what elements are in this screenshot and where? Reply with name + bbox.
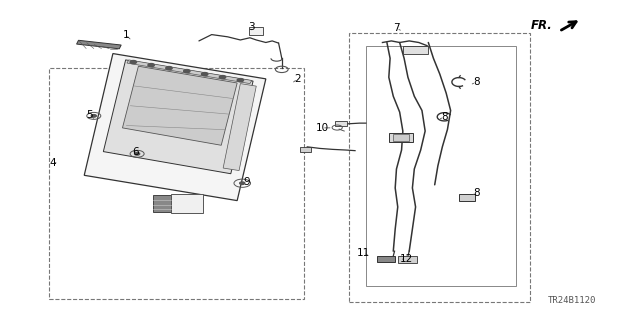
Bar <box>49 68 304 299</box>
Polygon shape <box>84 54 266 201</box>
Bar <box>366 46 516 286</box>
Polygon shape <box>122 66 237 145</box>
Bar <box>349 33 531 302</box>
Text: 5: 5 <box>86 110 93 120</box>
Text: 10: 10 <box>316 123 328 133</box>
Text: TR24B1120: TR24B1120 <box>547 296 596 305</box>
Bar <box>403 46 428 54</box>
Bar <box>335 121 347 126</box>
Text: 11: 11 <box>356 248 370 258</box>
Text: 3: 3 <box>248 22 255 32</box>
Polygon shape <box>103 60 253 174</box>
Circle shape <box>237 78 244 82</box>
Circle shape <box>184 70 190 73</box>
Circle shape <box>130 61 136 64</box>
Circle shape <box>92 115 97 117</box>
Circle shape <box>166 67 172 70</box>
Bar <box>300 147 311 152</box>
Polygon shape <box>127 60 252 84</box>
Text: FR.: FR. <box>531 19 552 32</box>
Text: 4: 4 <box>49 158 56 168</box>
Polygon shape <box>77 40 121 49</box>
Text: 8: 8 <box>473 77 479 87</box>
Bar <box>153 195 171 212</box>
Text: 7: 7 <box>393 23 400 33</box>
Circle shape <box>134 152 140 155</box>
Text: 6: 6 <box>132 147 138 157</box>
Bar <box>248 27 262 34</box>
Circle shape <box>148 63 154 67</box>
Text: 2: 2 <box>294 74 301 84</box>
Circle shape <box>220 76 226 79</box>
Text: 9: 9 <box>243 177 250 187</box>
Bar <box>389 133 413 142</box>
Bar <box>171 194 203 213</box>
Bar <box>378 256 395 262</box>
Bar <box>459 194 475 201</box>
Text: 12: 12 <box>399 254 413 264</box>
Circle shape <box>202 72 208 76</box>
Polygon shape <box>223 84 256 171</box>
Text: 1: 1 <box>122 30 129 40</box>
Bar <box>397 256 417 263</box>
Text: 8: 8 <box>473 188 479 198</box>
Text: 8: 8 <box>441 112 447 122</box>
Bar <box>393 134 408 141</box>
Circle shape <box>240 182 245 184</box>
